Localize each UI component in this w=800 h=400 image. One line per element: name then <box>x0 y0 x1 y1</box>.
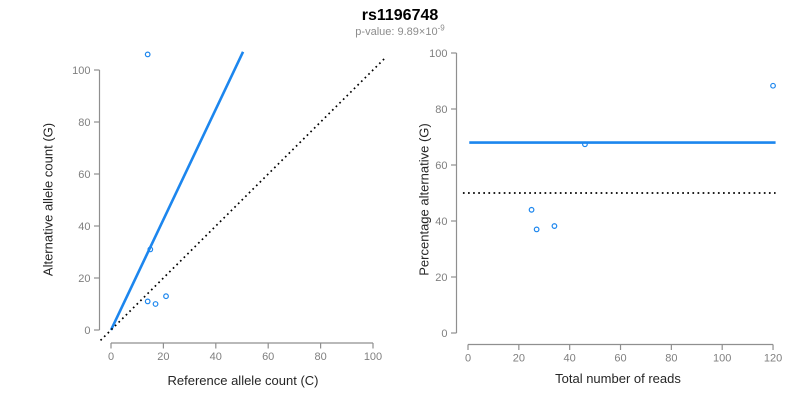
right-plot: 0 20 40 60 80 100 0 20 40 60 80 100 120 <box>429 48 782 365</box>
data-point <box>582 141 588 148</box>
x-tick-label: 20 <box>513 353 525 365</box>
x-tick-label: 0 <box>108 351 114 363</box>
y-tick-label: 60 <box>78 169 90 181</box>
data-point <box>551 223 558 229</box>
x-tick-label: 0 <box>465 353 471 365</box>
left-plot: 0 20 40 60 80 100 0 20 40 60 80 100 <box>72 51 387 363</box>
x-tick-label: 20 <box>157 351 169 363</box>
y-tick-label: 20 <box>435 272 447 284</box>
y-tick-label: 60 <box>435 160 447 172</box>
p-value-subtitle: p-value: 9.89×10-9 <box>0 23 800 38</box>
page-title: rs1196748 <box>361 7 439 24</box>
x-tick-label: 60 <box>614 353 626 365</box>
data-point <box>528 206 535 213</box>
y-tick-label: 100 <box>72 65 90 77</box>
p-value-text: p-value: 9.89×10 <box>355 26 438 38</box>
data-point <box>144 298 151 305</box>
x-tick-label: 40 <box>564 353 576 365</box>
data-point <box>152 301 159 307</box>
left-x-axis-title: Reference allele count (C) <box>167 373 319 388</box>
x-tick-label: 80 <box>314 351 326 363</box>
data-point <box>144 51 151 58</box>
data-point <box>770 82 776 89</box>
y-tick-label: 100 <box>429 48 447 60</box>
y-tick-label: 20 <box>78 273 90 285</box>
y-tick-label: 0 <box>84 325 90 337</box>
y-tick-label: 40 <box>78 221 90 233</box>
x-tick-label: 40 <box>210 351 222 363</box>
x-tick-label: 100 <box>364 351 382 363</box>
left-y-axis-title: Alternative allele count (G) <box>40 122 56 277</box>
right-x-axis-title: Total number of reads <box>555 371 681 386</box>
x-tick-label: 60 <box>262 351 274 363</box>
identity-line <box>99 56 387 342</box>
x-tick-label: 100 <box>713 353 731 365</box>
data-point <box>147 246 154 253</box>
right-y-axis-title: Percentage alternative (G) <box>416 123 432 276</box>
y-tick-label: 0 <box>441 328 447 340</box>
data-point <box>163 293 169 300</box>
fit-line <box>109 51 245 331</box>
data-point <box>533 226 540 233</box>
y-tick-label: 40 <box>435 216 447 228</box>
p-value-exponent: -9 <box>437 23 445 33</box>
y-tick-label: 80 <box>78 117 90 129</box>
y-tick-label: 80 <box>435 104 447 116</box>
x-tick-label: 120 <box>764 353 782 365</box>
x-tick-label: 80 <box>665 353 677 365</box>
